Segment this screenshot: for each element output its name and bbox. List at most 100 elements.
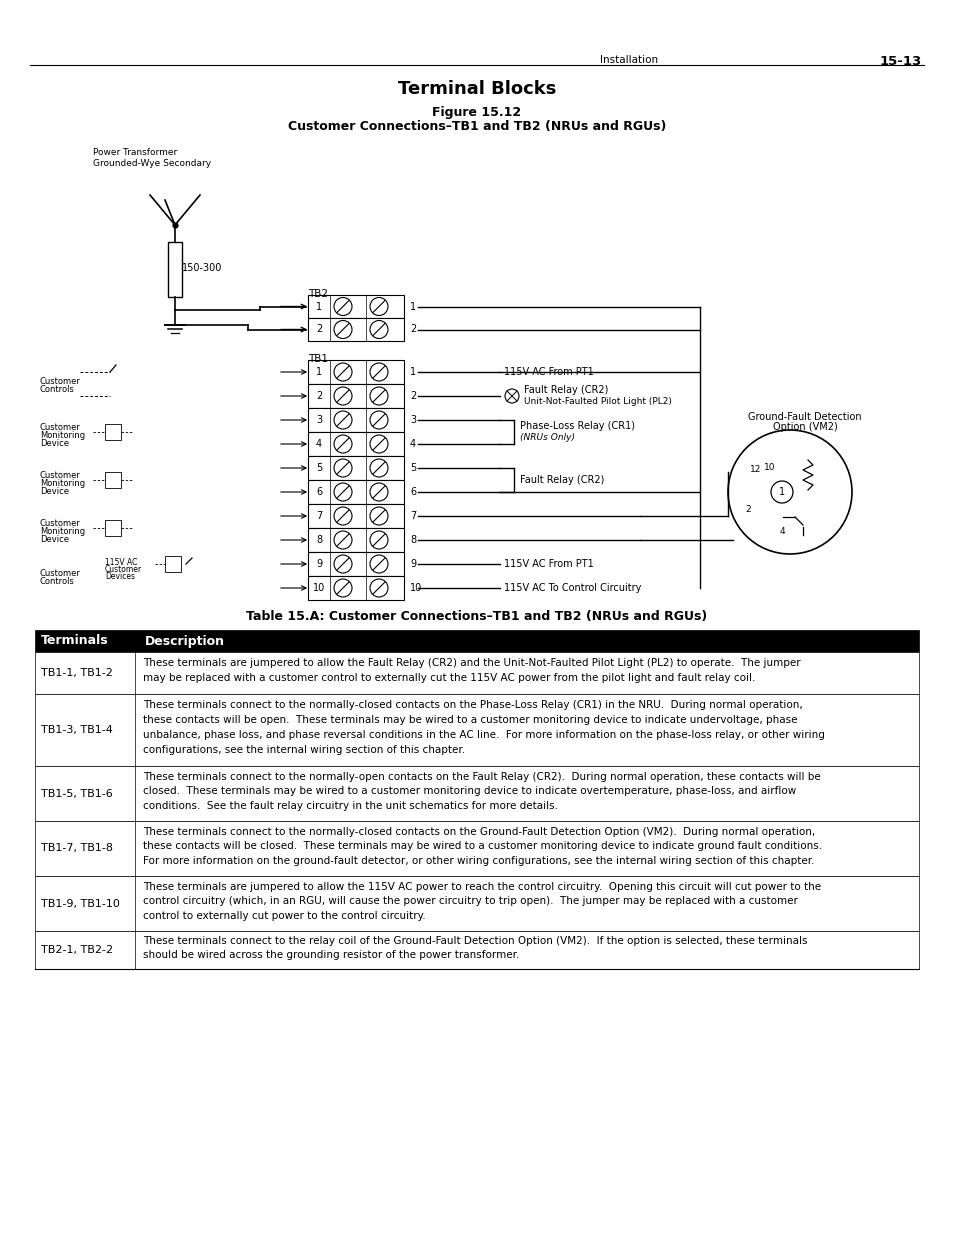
Text: these contacts will be open.  These terminals may be wired to a customer monitor: these contacts will be open. These termi…	[143, 715, 797, 725]
Text: Phase-Loss Relay (CR1): Phase-Loss Relay (CR1)	[519, 421, 635, 431]
Text: Grounded-Wye Secondary: Grounded-Wye Secondary	[92, 159, 211, 168]
Circle shape	[334, 508, 352, 525]
Circle shape	[370, 531, 388, 550]
Bar	[35, 931, 918, 969]
Text: 1: 1	[410, 301, 416, 311]
Text: 2: 2	[410, 325, 416, 335]
Circle shape	[504, 389, 518, 403]
Bar	[308, 384, 403, 408]
Text: Power Transformer: Power Transformer	[92, 148, 177, 157]
Bar	[105, 520, 121, 536]
Bar	[308, 432, 403, 456]
Text: 115V AC From PT1: 115V AC From PT1	[503, 367, 593, 377]
Text: Customer: Customer	[40, 569, 81, 578]
Text: TB1-3, TB1-4: TB1-3, TB1-4	[41, 725, 112, 735]
Bar	[308, 552, 403, 576]
Text: TB1-7, TB1-8: TB1-7, TB1-8	[41, 844, 112, 853]
Text: 1: 1	[315, 301, 322, 311]
Bar	[35, 876, 918, 931]
Text: 5: 5	[410, 463, 416, 473]
Text: 2: 2	[315, 391, 322, 401]
Text: TB1-1, TB1-2: TB1-1, TB1-2	[41, 668, 112, 678]
Text: These terminals connect to the relay coil of the Ground-Fault Detection Option (: These terminals connect to the relay coi…	[143, 936, 806, 946]
Circle shape	[370, 459, 388, 477]
Text: Unit-Not-Faulted Pilot Light (PL2): Unit-Not-Faulted Pilot Light (PL2)	[523, 396, 671, 405]
Text: Option (VM2): Option (VM2)	[772, 422, 837, 432]
Text: 10: 10	[410, 583, 422, 593]
Text: conditions.  See the fault relay circuitry in the unit schematics for more detai: conditions. See the fault relay circuitr…	[143, 800, 558, 811]
Text: Customer: Customer	[40, 519, 81, 529]
Circle shape	[370, 555, 388, 573]
Bar	[308, 317, 403, 341]
Text: These terminals connect to the normally-closed contacts on the Ground-Fault Dete: These terminals connect to the normally-…	[143, 827, 815, 837]
Text: Customer: Customer	[105, 564, 142, 574]
Text: 10: 10	[313, 583, 325, 593]
Circle shape	[370, 321, 388, 338]
Text: control circuitry (which, in an RGU, will cause the power circuitry to trip open: control circuitry (which, in an RGU, wil…	[143, 897, 797, 906]
Text: Terminals: Terminals	[41, 635, 109, 647]
Text: 3: 3	[315, 415, 322, 425]
Text: Monitoring: Monitoring	[40, 479, 85, 488]
Text: 9: 9	[315, 559, 322, 569]
Bar	[308, 408, 403, 432]
Bar	[35, 652, 918, 694]
Bar	[308, 576, 403, 600]
Text: Customer: Customer	[40, 377, 81, 387]
Circle shape	[334, 363, 352, 382]
Text: Controls: Controls	[40, 577, 74, 585]
Text: These terminals are jumpered to allow the Fault Relay (CR2) and the Unit-Not-Fau: These terminals are jumpered to allow th…	[143, 658, 800, 668]
Text: 6: 6	[315, 487, 322, 496]
Circle shape	[727, 430, 851, 555]
Text: Figure 15.12: Figure 15.12	[432, 106, 521, 119]
Circle shape	[334, 579, 352, 597]
Bar	[35, 630, 918, 652]
Circle shape	[334, 321, 352, 338]
Text: TB1: TB1	[308, 354, 328, 364]
Text: Controls: Controls	[40, 385, 74, 394]
Bar	[35, 821, 918, 876]
Circle shape	[370, 483, 388, 501]
Text: 1: 1	[315, 367, 322, 377]
Text: 7: 7	[315, 511, 322, 521]
Text: 12: 12	[749, 466, 760, 474]
Text: 2: 2	[315, 325, 322, 335]
Text: Device: Device	[40, 535, 69, 543]
Text: these contacts will be closed.  These terminals may be wired to a customer monit: these contacts will be closed. These ter…	[143, 841, 821, 851]
Bar	[105, 424, 121, 440]
Text: Fault Relay (CR2): Fault Relay (CR2)	[519, 475, 604, 485]
Text: These terminals are jumpered to allow the 115V AC power to reach the control cir: These terminals are jumpered to allow th…	[143, 882, 821, 892]
Circle shape	[370, 363, 388, 382]
Text: Customer: Customer	[40, 471, 81, 480]
Text: 5: 5	[315, 463, 322, 473]
Text: 4: 4	[780, 527, 785, 536]
Text: Devices: Devices	[105, 572, 135, 580]
Bar	[308, 456, 403, 480]
Text: 8: 8	[410, 535, 416, 545]
Text: TB2: TB2	[308, 289, 328, 299]
Text: 9: 9	[410, 559, 416, 569]
Bar	[308, 480, 403, 504]
Text: 150-300: 150-300	[182, 263, 222, 273]
Text: TB2-1, TB2-2: TB2-1, TB2-2	[41, 945, 113, 955]
Circle shape	[334, 298, 352, 315]
Text: 2: 2	[744, 505, 750, 515]
Text: 115V AC To Control Circuitry: 115V AC To Control Circuitry	[503, 583, 640, 593]
Text: Monitoring: Monitoring	[40, 431, 85, 440]
Circle shape	[334, 435, 352, 453]
Text: Customer: Customer	[40, 424, 81, 432]
Bar	[308, 295, 403, 317]
Text: Terminal Blocks: Terminal Blocks	[397, 80, 556, 98]
Bar	[308, 359, 403, 384]
Text: control to externally cut power to the control circuitry.: control to externally cut power to the c…	[143, 910, 425, 921]
Text: 3: 3	[410, 415, 416, 425]
Text: TB1-9, TB1-10: TB1-9, TB1-10	[41, 899, 120, 909]
Text: TB1-5, TB1-6: TB1-5, TB1-6	[41, 788, 112, 799]
Text: 1: 1	[410, 367, 416, 377]
Bar	[35, 694, 918, 766]
Text: These terminals connect to the normally-open contacts on the Fault Relay (CR2). : These terminals connect to the normally-…	[143, 772, 820, 782]
Text: 4: 4	[315, 438, 322, 450]
Circle shape	[334, 531, 352, 550]
Text: 115V AC From PT1: 115V AC From PT1	[503, 559, 593, 569]
Text: Installation: Installation	[599, 56, 658, 65]
Text: configurations, see the internal wiring section of this chapter.: configurations, see the internal wiring …	[143, 745, 465, 756]
